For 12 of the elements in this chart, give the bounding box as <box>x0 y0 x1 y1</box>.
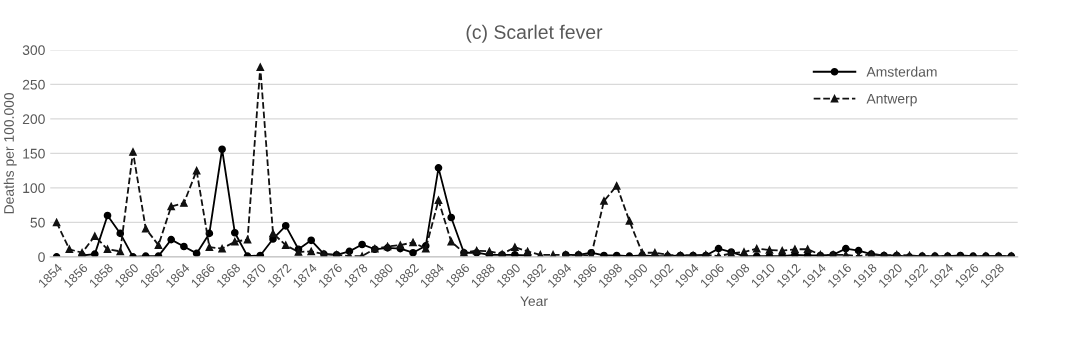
legend-label: Amsterdam <box>866 66 937 77</box>
y-tick-label: 100 <box>23 183 45 194</box>
y-tick-label: 50 <box>30 217 45 228</box>
legend-label: Antwerp <box>866 93 917 107</box>
y-tick-label: 250 <box>22 79 45 90</box>
y-tick-label: 0 <box>38 252 45 263</box>
y-axis-title: Deaths per 100.000 <box>3 92 17 214</box>
y-tick-label: 300 <box>22 45 45 56</box>
y-tick-label: 150 <box>23 148 45 159</box>
x-axis-title: Year <box>520 296 548 307</box>
y-tick-label: 200 <box>22 114 45 125</box>
chart-title: (c) Scarlet fever <box>466 24 603 43</box>
